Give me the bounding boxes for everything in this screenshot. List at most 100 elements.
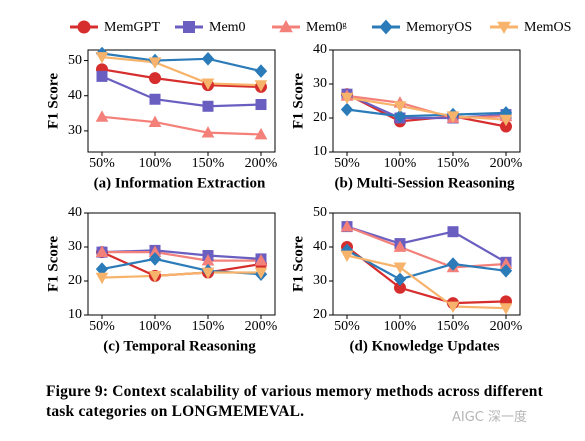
caption: Figure 9: Context scalability of various… (46, 383, 543, 420)
marker (95, 110, 109, 122)
x-tick-label: 200% (245, 156, 278, 171)
plot-frame (87, 212, 276, 316)
series-line (346, 96, 507, 121)
panel-title: (b) Multi-Session Reasoning (334, 175, 515, 191)
panel-title: (c) Temporal Reasoning (103, 338, 256, 354)
series-line (101, 55, 262, 87)
series-line (346, 249, 507, 281)
panel-title: (d) Knowledge Updates (349, 338, 499, 354)
y-tick-label: 20 (313, 110, 327, 125)
series-line (346, 225, 507, 269)
x-tick-label: 100% (384, 319, 417, 334)
marker (446, 301, 460, 314)
marker (202, 100, 214, 112)
series-line (101, 68, 262, 89)
plot-frame (87, 49, 276, 153)
series-line (101, 115, 262, 136)
x-tick-label: 200% (245, 319, 278, 334)
legend-label: MemOS (524, 20, 571, 35)
marker (148, 57, 162, 69)
series-line (101, 52, 262, 73)
marker (254, 64, 268, 78)
marker (340, 250, 354, 263)
marker (499, 303, 513, 315)
x-tick-label: 150% (437, 319, 470, 334)
marker (255, 99, 267, 111)
x-tick-label: 150% (192, 156, 225, 171)
x-tick-label: 200% (490, 156, 523, 171)
watermark: AIGC 深一度 (452, 410, 528, 425)
marker (446, 257, 460, 271)
y-tick-label: 40 (313, 239, 327, 254)
series-line (101, 271, 261, 279)
marker (201, 51, 215, 66)
y-tick-label: 20 (313, 307, 327, 322)
y-tick-label: 20 (68, 273, 82, 288)
marker (340, 102, 354, 117)
y-axis-label: F1 Score (45, 236, 61, 292)
x-tick-label: 100% (384, 156, 417, 171)
marker (148, 271, 162, 283)
marker (254, 127, 268, 140)
marker (77, 20, 91, 34)
marker (95, 245, 109, 257)
y-tick-label: 30 (313, 76, 327, 91)
marker (149, 72, 161, 85)
series-line (102, 251, 261, 262)
marker (95, 52, 109, 64)
marker (149, 93, 161, 105)
y-axis-label: F1 Score (290, 73, 306, 129)
marker (497, 21, 511, 35)
legend-label: Mem0ᵍ (306, 20, 347, 35)
x-tick-label: 100% (139, 319, 172, 334)
marker (393, 101, 407, 113)
y-tick-label: 40 (313, 42, 327, 57)
x-tick-label: 200% (490, 319, 523, 334)
marker (340, 92, 354, 105)
y-axis-label: F1 Score (290, 236, 306, 292)
y-tick-label: 10 (313, 144, 327, 159)
series-line (346, 246, 507, 305)
marker (254, 267, 268, 280)
series-line (101, 75, 262, 108)
series-line (346, 254, 507, 310)
marker (254, 80, 268, 92)
marker (393, 240, 407, 252)
marker (201, 267, 215, 280)
marker (446, 111, 460, 123)
y-tick-label: 30 (313, 273, 327, 288)
marker (447, 226, 459, 238)
marker (148, 115, 162, 128)
marker (148, 252, 162, 266)
marker (254, 254, 268, 266)
y-tick-label: 30 (68, 239, 82, 254)
marker (393, 262, 407, 274)
marker (96, 70, 108, 82)
marker (95, 272, 109, 285)
marker (183, 21, 195, 33)
plot-frame (332, 212, 521, 316)
y-tick-label: 10 (68, 307, 82, 322)
legend-label: MemGPT (104, 20, 160, 35)
marker (499, 264, 513, 278)
y-tick-label: 50 (68, 53, 82, 68)
series-line (346, 108, 507, 118)
x-tick-label: 50% (89, 156, 115, 171)
marker (340, 220, 354, 232)
marker (279, 19, 293, 33)
y-tick-label: 40 (68, 88, 82, 103)
x-tick-label: 50% (334, 156, 360, 171)
y-tick-label: 50 (313, 205, 327, 220)
marker (201, 78, 215, 90)
legend-label: MemoryOS (406, 20, 472, 35)
legend-label: Mem0 (209, 20, 246, 35)
y-tick-label: 30 (68, 123, 82, 138)
marker (379, 19, 393, 35)
marker (499, 114, 513, 127)
x-tick-label: 100% (139, 156, 172, 171)
panel-title: (a) Information Extraction (94, 175, 266, 191)
y-axis-label: F1 Score (45, 73, 61, 129)
x-tick-label: 50% (334, 319, 360, 334)
